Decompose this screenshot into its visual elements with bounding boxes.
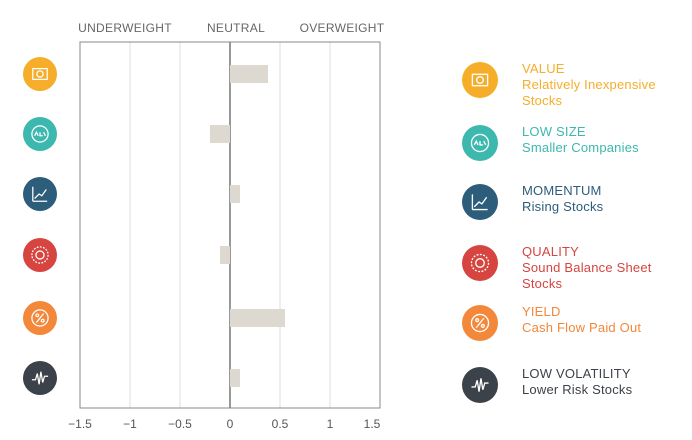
bar <box>220 246 230 264</box>
legend-entry: YIELD Cash Flow Paid Out <box>522 304 687 336</box>
category-icon <box>23 57 57 91</box>
icon-line <box>35 313 45 323</box>
icon-glyph <box>32 67 48 81</box>
icon-glyph <box>471 194 488 211</box>
icon-line <box>470 253 490 273</box>
legend-name: VALUE <box>522 61 565 76</box>
icon-glyph <box>31 246 49 264</box>
icon-line <box>35 313 40 318</box>
icon-line <box>476 76 484 84</box>
x-tick-label: 1 <box>327 417 334 431</box>
legend-name: MOMENTUM <box>522 183 602 198</box>
legend-entry: VALUE Relatively Inexpensive Stocks <box>522 61 687 109</box>
legend-entry: MOMENTUM Rising Stocks <box>522 183 687 215</box>
legend-name: QUALITY <box>522 244 580 259</box>
icon-line <box>34 130 46 137</box>
x-tick-label: −1.5 <box>68 417 92 431</box>
icon-glyph <box>31 371 49 385</box>
icon-glyph <box>470 253 490 273</box>
x-tick-label: −1 <box>123 417 137 431</box>
x-tick-label: 1.5 <box>364 417 381 431</box>
legend-name: LOW SIZE <box>522 124 586 139</box>
icon-line <box>471 194 488 211</box>
icon-line <box>40 318 45 323</box>
icon-glyph <box>32 186 48 202</box>
icon-line <box>470 313 490 333</box>
icon-line <box>31 371 49 385</box>
bar <box>230 369 240 387</box>
legend-entry: LOW SIZE Smaller Companies <box>522 124 687 156</box>
icon-line <box>475 317 485 329</box>
icon-line <box>32 67 48 81</box>
icon-glyph <box>470 133 490 153</box>
icon-glyph <box>470 313 490 333</box>
legend-name: YIELD <box>522 304 561 319</box>
icon-line <box>475 258 485 268</box>
icon-line <box>471 73 489 87</box>
icon-glyph <box>471 73 489 87</box>
legend-description: Rising Stocks <box>522 199 604 214</box>
annotation: UNDERWEIGHT <box>78 21 172 35</box>
icon-glyph <box>31 309 49 327</box>
icon-line <box>475 318 480 323</box>
annotation: NEUTRAL <box>207 21 265 35</box>
icon-line <box>31 246 49 264</box>
legend-entry: LOW VOLATILITY Lower Risk Stocks <box>522 366 687 398</box>
legend-description: Smaller Companies <box>522 140 639 155</box>
legend-description: Cash Flow Paid Out <box>522 320 642 335</box>
icon-line <box>35 250 45 260</box>
category-icon <box>23 238 57 272</box>
annotation: OVERWEIGHT <box>300 21 385 35</box>
bar <box>230 309 285 327</box>
icon-line <box>480 323 485 328</box>
x-tick-label: 0.5 <box>272 417 289 431</box>
bar <box>210 125 230 143</box>
legend-description: Sound Balance Sheet Stocks <box>522 260 652 291</box>
icon-glyph <box>471 378 489 392</box>
x-tick-label: −0.5 <box>168 417 192 431</box>
icon-line <box>471 378 489 392</box>
legend-name: LOW VOLATILITY <box>522 366 631 381</box>
bar <box>230 185 240 203</box>
icon-glyph <box>31 125 49 143</box>
icon-line <box>32 186 48 202</box>
legend-entry: QUALITY Sound Balance Sheet Stocks <box>522 244 687 292</box>
icon-line <box>470 133 490 153</box>
legend-icon <box>462 62 498 98</box>
x-tick-label: 0 <box>227 417 234 431</box>
icon-line <box>36 70 44 78</box>
legend-description: Lower Risk Stocks <box>522 382 633 397</box>
legend-icon <box>462 245 498 281</box>
legend-description: Relatively Inexpensive Stocks <box>522 77 656 108</box>
bar <box>230 65 268 83</box>
icon-line <box>473 139 487 146</box>
icon-line <box>31 125 49 143</box>
icon-line <box>31 309 49 327</box>
plot-frame <box>79 41 381 409</box>
